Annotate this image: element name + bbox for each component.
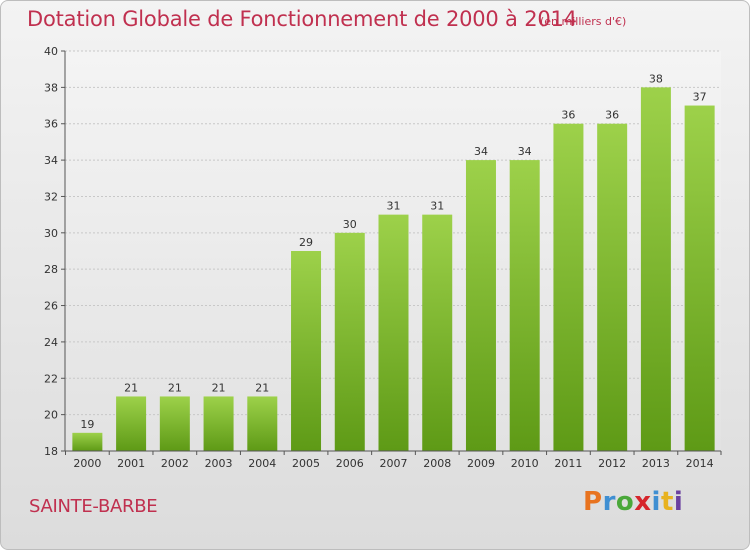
x-tick-label-2002: 2002 [161, 457, 189, 470]
value-label-2004: 21 [255, 381, 269, 394]
logo-letter: P [583, 487, 603, 517]
y-tick-label: 18 [44, 445, 58, 458]
value-label-2002: 21 [168, 381, 182, 394]
logo-letter: x [634, 487, 652, 517]
value-label-2000: 19 [80, 418, 94, 431]
y-tick-label: 24 [44, 336, 58, 349]
y-tick-label: 40 [44, 45, 58, 58]
bar-2007 [378, 214, 409, 451]
bar-2006 [334, 232, 365, 451]
x-tick-label-2010: 2010 [511, 457, 539, 470]
x-tick-label-2007: 2007 [380, 457, 408, 470]
value-label-2001: 21 [124, 381, 138, 394]
chart-subtitle: (en milliers d'€) [540, 15, 627, 28]
logo-letter: r [602, 487, 616, 517]
x-tick-label-2000: 2000 [73, 457, 101, 470]
y-tick-label: 20 [44, 409, 58, 422]
bar-2005 [291, 251, 322, 451]
value-label-2010: 34 [518, 145, 532, 158]
bar-2011 [553, 123, 584, 452]
y-tick-label: 22 [44, 372, 58, 385]
value-label-2011: 36 [561, 109, 575, 122]
y-tick-label: 32 [44, 190, 58, 203]
logo-letter: i [673, 487, 684, 517]
value-label-2008: 31 [430, 200, 444, 213]
bar-2000 [72, 432, 103, 451]
value-label-2003: 21 [212, 381, 226, 394]
axes [61, 50, 722, 455]
value-label-2007: 31 [387, 200, 401, 213]
x-tick-label-2005: 2005 [292, 457, 320, 470]
x-tick-label-2004: 2004 [248, 457, 276, 470]
value-label-2006: 30 [343, 218, 357, 231]
bars [72, 87, 715, 452]
y-tick-label: 36 [44, 118, 58, 131]
bar-2012 [597, 123, 628, 452]
value-label-2009: 34 [474, 145, 488, 158]
bar-2003 [203, 396, 234, 451]
x-tick-label-2008: 2008 [423, 457, 451, 470]
x-tick-label-2001: 2001 [117, 457, 145, 470]
y-tick-label: 26 [44, 300, 58, 313]
chart-title: Dotation Globale de Fonctionnement de 20… [27, 7, 577, 31]
value-label-2012: 36 [605, 109, 619, 122]
value-label-2013: 38 [649, 72, 663, 85]
bar-2014 [684, 105, 715, 451]
y-tick-label: 38 [44, 81, 58, 94]
x-tick-label-2014: 2014 [686, 457, 714, 470]
logo-letter: o [615, 487, 635, 517]
bar-2010 [509, 160, 540, 451]
x-tick-label-2009: 2009 [467, 457, 495, 470]
logo-letter: t [660, 487, 674, 517]
y-tick-label: 30 [44, 227, 58, 240]
x-tick-label-2011: 2011 [554, 457, 582, 470]
y-tick-label: 34 [44, 154, 58, 167]
proxiti-logo[interactable]: Proxiti [583, 487, 683, 517]
bar-2002 [159, 396, 190, 451]
bar-2001 [116, 396, 147, 451]
x-tick-label-2003: 2003 [205, 457, 233, 470]
bar-2008 [422, 214, 453, 451]
x-tick-label-2006: 2006 [336, 457, 364, 470]
bar-2013 [640, 87, 671, 451]
bar-2009 [465, 160, 496, 451]
x-tick-label-2012: 2012 [598, 457, 626, 470]
commune-name: SAINTE-BARBE [29, 496, 158, 517]
x-tick-label-2013: 2013 [642, 457, 670, 470]
bar-2004 [247, 396, 278, 451]
value-label-2014: 37 [693, 91, 707, 104]
logo-letter: i [651, 487, 661, 517]
value-label-2005: 29 [299, 236, 313, 249]
labels: 18 20 22 24 26 28 30 32 34 36 38 40 19 2000 21 2001 21 20… [44, 45, 714, 470]
y-tick-label: 28 [44, 263, 58, 276]
